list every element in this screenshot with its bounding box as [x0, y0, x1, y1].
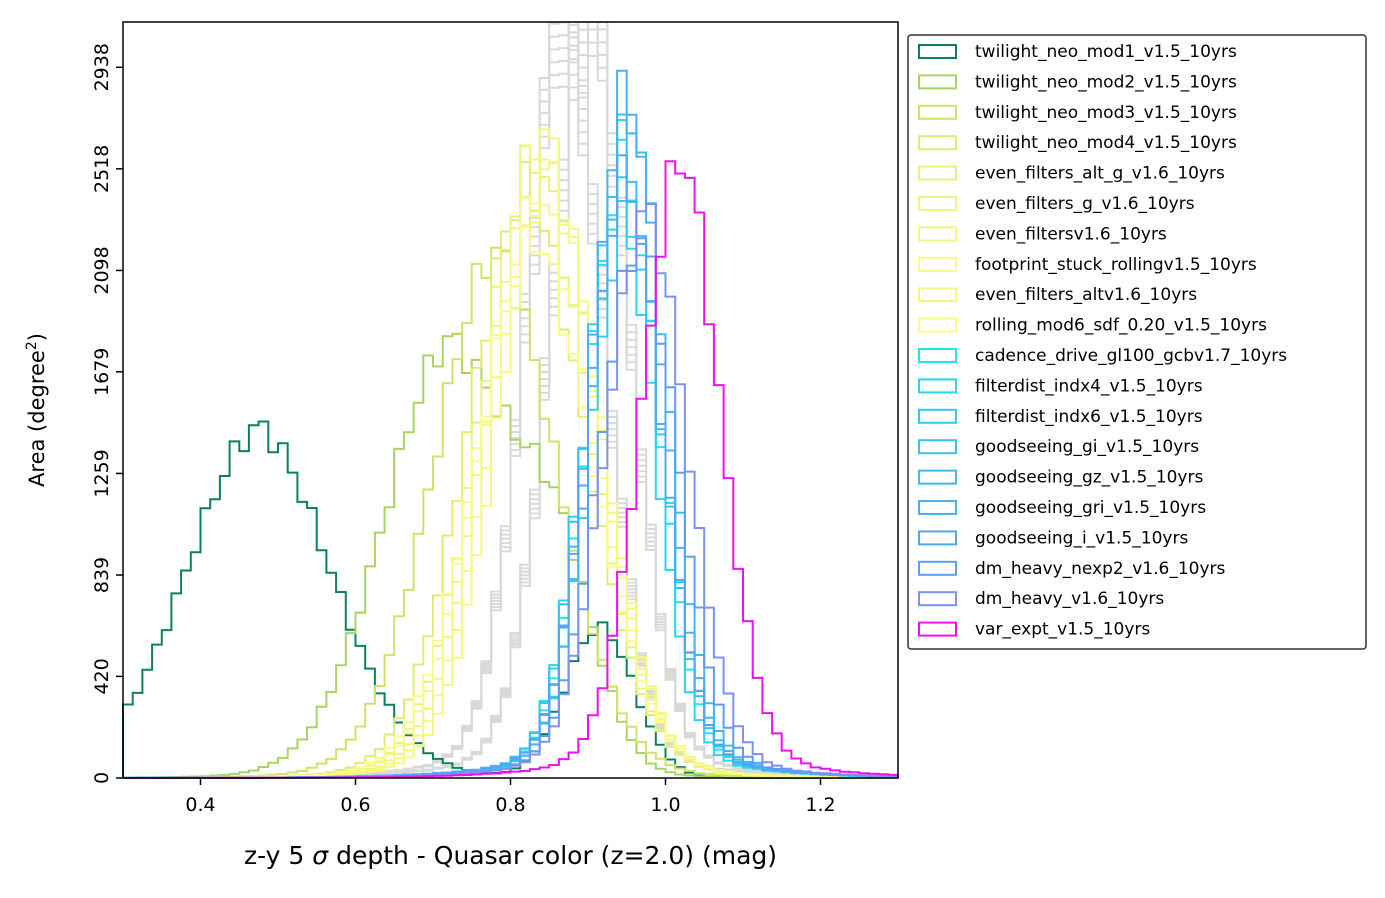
legend-entry: goodseeing_gi_v1.5_10yrs: [975, 437, 1199, 457]
legend-entry: twilight_neo_mod3_v1.5_10yrs: [975, 103, 1237, 123]
legend-entry: dm_heavy_nexp2_v1.6_10yrs: [975, 559, 1226, 579]
legend-entry: goodseeing_gz_v1.5_10yrs: [975, 468, 1203, 488]
y-tick-label: 2938: [91, 43, 113, 91]
legend-box: [907, 34, 1367, 650]
background-histogram: [122, 21, 899, 779]
legend-swatch: [918, 500, 957, 515]
legend-swatch: [918, 135, 957, 151]
background-histograms: [122, 21, 899, 779]
legend-entry: even_filtersv1.6_10yrs: [975, 224, 1167, 244]
y-tick-label: 1259: [91, 449, 113, 497]
x-tick-label: 1.0: [650, 794, 680, 816]
legend-entry: twilight_neo_mod1_v1.5_10yrs: [975, 42, 1237, 62]
x-tick-label: 0.8: [495, 794, 525, 816]
legend-swatch: [918, 104, 957, 120]
legend-entry: cadence_drive_gl100_gcbv1.7_10yrs: [975, 346, 1287, 366]
legend-swatch: [918, 165, 957, 181]
series-histogram: [122, 332, 899, 779]
legend-entry: filterdist_indx6_v1.5_10yrs: [975, 407, 1203, 427]
legend-entry: rolling_mod6_sdf_0.20_v1.5_10yrs: [975, 316, 1267, 336]
legend-swatch: [918, 439, 957, 455]
legend-swatch: [918, 287, 957, 303]
x-axis-ticks: 0.4 0.6 0.8 1.0 1.2: [185, 778, 836, 816]
legend-swatch: [918, 317, 957, 333]
x-tick-label: 0.6: [340, 794, 370, 816]
legend-swatch: [918, 196, 957, 211]
y-tick-label: 839: [91, 557, 113, 593]
legend-swatch: [918, 226, 957, 242]
legend-entry: dm_heavy_v1.6_10yrs: [975, 589, 1164, 609]
legend-swatch: [918, 530, 957, 546]
y-tick-label: 420: [91, 658, 113, 694]
legend-entry: goodseeing_gri_v1.5_10yrs: [975, 498, 1206, 518]
legend-swatch: [918, 591, 957, 607]
legend-swatch: [918, 74, 957, 90]
legend-swatch: [918, 348, 957, 363]
x-tick-label: 0.4: [185, 794, 215, 816]
y-tick-label: 1679: [91, 348, 113, 396]
y-tick-label: 0: [91, 772, 113, 784]
x-axis-label: z-y 5 σ depth - Quasar color (z=2.0) (ma…: [244, 841, 777, 870]
y-axis-label: Area (degree2): [24, 333, 49, 487]
legend-swatch: [918, 469, 957, 485]
legend-entry: goodseeing_i_v1.5_10yrs: [975, 528, 1188, 548]
legend-entry: filterdist_indx4_v1.5_10yrs: [975, 376, 1203, 396]
legend-swatch: [918, 560, 957, 576]
legend-entry: twilight_neo_mod4_v1.5_10yrs: [975, 133, 1237, 153]
x-tick-label: 1.2: [805, 794, 835, 816]
legend-swatch: [918, 44, 957, 59]
legend-entry: twilight_neo_mod2_v1.5_10yrs: [975, 72, 1237, 92]
legend-entry: even_filters_altv1.6_10yrs: [975, 285, 1197, 305]
legend-swatch: [918, 408, 957, 424]
legend-entry: footprint_stuck_rollingv1.5_10yrs: [975, 255, 1257, 275]
legend-swatch: [918, 378, 957, 394]
legend-entry: even_filters_alt_g_v1.6_10yrs: [975, 164, 1225, 184]
legend-swatch: [918, 256, 957, 272]
y-tick-label: 2098: [91, 246, 113, 294]
legend-entry: even_filters_g_v1.6_10yrs: [975, 194, 1195, 214]
legend-entry: var_expt_v1.5_10yrs: [975, 620, 1150, 640]
legend-swatch: [918, 621, 957, 637]
y-axis-ticks: 0 420 839 1259 1679 2098 2518 2938: [91, 43, 123, 784]
legend: twilight_neo_mod1_v1.5_10yrs twilight_neo…: [907, 34, 1367, 650]
y-tick-label: 2518: [91, 145, 113, 193]
